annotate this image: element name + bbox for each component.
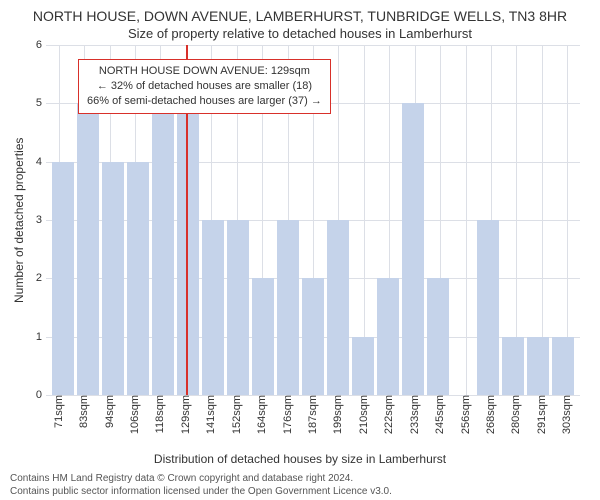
- x-tick-label: 83sqm: [78, 395, 90, 428]
- y-tick-label: 3: [36, 214, 42, 226]
- histogram-bar: [252, 278, 274, 395]
- histogram-bar: [377, 278, 399, 395]
- histogram-bar: [102, 162, 124, 395]
- y-axis-ticks: 0123456: [28, 45, 46, 395]
- histogram-bar: [152, 103, 174, 395]
- y-tick-label: 5: [36, 97, 42, 109]
- footer-line-2: Contains public sector information licen…: [10, 485, 590, 498]
- histogram-bar: [77, 103, 99, 395]
- x-tick-label: 141sqm: [205, 395, 217, 434]
- histogram-bar: [527, 337, 549, 395]
- histogram-bar: [52, 162, 74, 395]
- y-axis-label: Number of detached properties: [10, 45, 28, 395]
- info-line-2: ← 32% of detached houses are smaller (18…: [87, 79, 322, 94]
- x-tick-label: 152sqm: [231, 395, 243, 434]
- x-tick-label: 245sqm: [434, 395, 446, 434]
- x-tick-label: 176sqm: [282, 395, 294, 434]
- x-tick-label: 118sqm: [154, 395, 166, 433]
- chart-title-main: NORTH HOUSE, DOWN AVENUE, LAMBERHURST, T…: [10, 8, 590, 24]
- info-line-1: NORTH HOUSE DOWN AVENUE: 129sqm: [87, 64, 322, 79]
- y-tick-label: 1: [36, 331, 42, 343]
- footer-line-1: Contains HM Land Registry data © Crown c…: [10, 472, 590, 485]
- histogram-bar: [427, 278, 449, 395]
- histogram-bar: [302, 278, 324, 395]
- y-tick-label: 2: [36, 272, 42, 284]
- x-tick-label: 222sqm: [383, 395, 395, 434]
- x-axis-label: Distribution of detached houses by size …: [10, 452, 590, 466]
- x-tick-label: 233sqm: [409, 395, 421, 434]
- chart-title-sub: Size of property relative to detached ho…: [10, 26, 590, 41]
- histogram-bar: [202, 220, 224, 395]
- x-tick-label: 280sqm: [510, 395, 522, 434]
- chart-container: NORTH HOUSE, DOWN AVENUE, LAMBERHURST, T…: [0, 0, 600, 500]
- x-tick-label: 164sqm: [256, 395, 268, 434]
- x-tick-label: 199sqm: [332, 395, 344, 434]
- histogram-bar: [552, 337, 574, 395]
- x-axis-ticks: 71sqm 83sqm 94sqm 106sqm 118sqm 129sqm 141sqm 1…: [46, 395, 580, 450]
- plot-area: NORTH HOUSE DOWN AVENUE: 129sqm ← 32% of…: [46, 45, 580, 395]
- histogram-bar: [352, 337, 374, 395]
- info-line-3: 66% of semi-detached houses are larger (…: [87, 94, 322, 109]
- x-tick-label: 303sqm: [561, 395, 573, 434]
- y-tick-label: 0: [36, 389, 42, 401]
- histogram-bar: [402, 103, 424, 395]
- x-tick-label: 256sqm: [460, 395, 472, 434]
- x-tick-label: 106sqm: [129, 395, 141, 434]
- marker-info-box: NORTH HOUSE DOWN AVENUE: 129sqm ← 32% of…: [78, 59, 331, 114]
- y-tick-label: 6: [36, 39, 42, 51]
- x-tick-label: 187sqm: [307, 395, 319, 434]
- x-tick-label: 291sqm: [536, 395, 548, 434]
- x-tick-label: 210sqm: [358, 395, 370, 434]
- histogram-bar: [327, 220, 349, 395]
- footer-attribution: Contains HM Land Registry data © Crown c…: [10, 472, 590, 498]
- x-tick-label: 71sqm: [53, 395, 65, 428]
- histogram-bar: [277, 220, 299, 395]
- y-tick-label: 4: [36, 156, 42, 168]
- histogram-bar: [127, 162, 149, 395]
- x-tick-label: 129sqm: [180, 395, 192, 434]
- x-tick-label: 268sqm: [485, 395, 497, 434]
- histogram-bar: [227, 220, 249, 395]
- histogram-bar: [477, 220, 499, 395]
- histogram-bar: [502, 337, 524, 395]
- chart-body: Number of detached properties 0123456 NO…: [10, 45, 590, 395]
- x-tick-label: 94sqm: [104, 395, 116, 428]
